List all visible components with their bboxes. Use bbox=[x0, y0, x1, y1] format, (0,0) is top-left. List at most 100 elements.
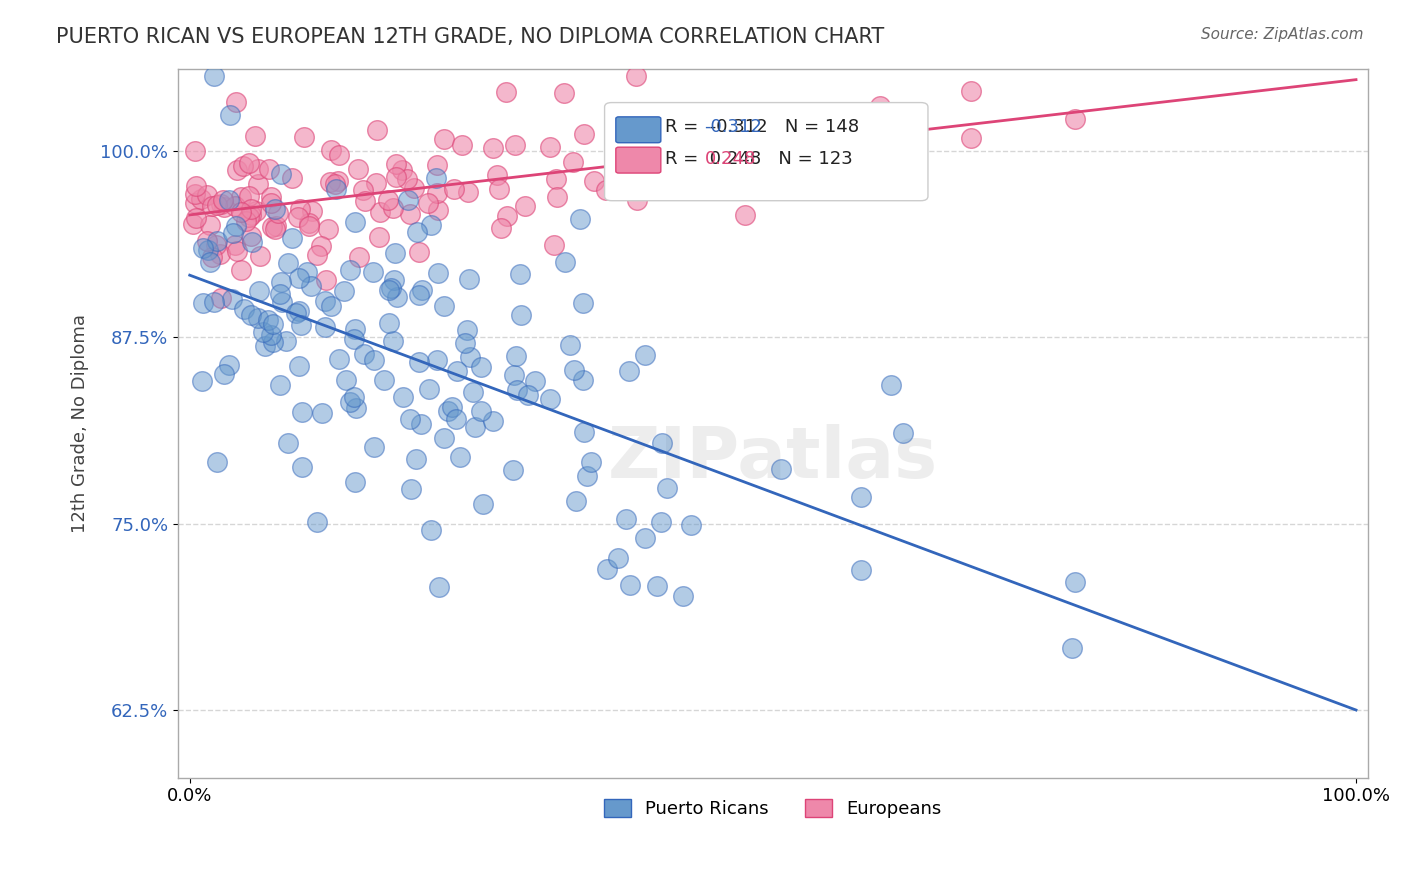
Puerto Ricans bbox=[651, 436, 673, 450]
Puerto Ricans bbox=[433, 299, 456, 313]
Puerto Ricans bbox=[454, 336, 477, 351]
Puerto Ricans bbox=[657, 482, 679, 496]
Puerto Ricans bbox=[270, 275, 292, 289]
Puerto Ricans bbox=[509, 267, 531, 281]
Puerto Ricans bbox=[456, 323, 478, 337]
Puerto Ricans bbox=[276, 334, 298, 348]
Puerto Ricans bbox=[391, 390, 413, 404]
Puerto Ricans bbox=[565, 494, 588, 508]
Puerto Ricans bbox=[197, 244, 219, 258]
Puerto Ricans bbox=[617, 364, 640, 378]
Europeans bbox=[538, 140, 561, 154]
Europeans bbox=[443, 182, 465, 196]
Puerto Ricans bbox=[311, 406, 333, 420]
Europeans bbox=[495, 85, 517, 99]
Europeans bbox=[318, 222, 340, 236]
Puerto Ricans bbox=[399, 412, 422, 426]
Europeans bbox=[367, 230, 389, 244]
Europeans bbox=[482, 141, 505, 155]
Puerto Ricans bbox=[212, 367, 235, 381]
Europeans bbox=[205, 237, 228, 252]
Puerto Ricans bbox=[849, 490, 872, 504]
Europeans bbox=[225, 95, 247, 109]
Puerto Ricans bbox=[572, 425, 595, 439]
Puerto Ricans bbox=[262, 317, 284, 331]
Puerto Ricans bbox=[343, 332, 366, 346]
Europeans bbox=[260, 196, 283, 211]
Europeans bbox=[225, 244, 247, 258]
Europeans bbox=[433, 132, 456, 146]
Europeans bbox=[281, 170, 304, 185]
Puerto Ricans bbox=[382, 273, 405, 287]
Puerto Ricans bbox=[307, 515, 329, 529]
Puerto Ricans bbox=[247, 284, 270, 298]
Europeans bbox=[259, 161, 281, 176]
Puerto Ricans bbox=[399, 482, 422, 496]
Puerto Ricans bbox=[463, 384, 485, 399]
Puerto Ricans bbox=[505, 349, 527, 363]
Europeans bbox=[301, 204, 323, 219]
Puerto Ricans bbox=[333, 284, 356, 298]
Europeans bbox=[544, 171, 567, 186]
Europeans bbox=[574, 127, 596, 141]
Europeans bbox=[1064, 112, 1087, 127]
Europeans bbox=[513, 199, 536, 213]
Puerto Ricans bbox=[288, 271, 311, 285]
Puerto Ricans bbox=[353, 346, 375, 360]
Puerto Ricans bbox=[481, 414, 503, 428]
Puerto Ricans bbox=[263, 202, 285, 216]
Europeans bbox=[792, 120, 814, 135]
Europeans bbox=[246, 162, 269, 177]
Puerto Ricans bbox=[335, 373, 357, 387]
Europeans bbox=[229, 263, 252, 277]
Europeans bbox=[209, 197, 232, 211]
Europeans bbox=[235, 214, 257, 228]
Puerto Ricans bbox=[233, 301, 256, 316]
Europeans bbox=[184, 211, 207, 225]
Europeans bbox=[184, 196, 207, 211]
Puerto Ricans bbox=[314, 294, 336, 309]
Europeans bbox=[364, 176, 387, 190]
Puerto Ricans bbox=[218, 359, 240, 373]
Puerto Ricans bbox=[328, 351, 350, 366]
Puerto Ricans bbox=[1060, 640, 1083, 655]
Europeans bbox=[231, 190, 253, 204]
Europeans bbox=[666, 114, 689, 128]
Europeans bbox=[546, 190, 568, 204]
Europeans bbox=[319, 175, 342, 189]
Puerto Ricans bbox=[270, 167, 292, 181]
Puerto Ricans bbox=[291, 459, 314, 474]
Europeans bbox=[307, 248, 329, 262]
Puerto Ricans bbox=[339, 262, 361, 277]
Puerto Ricans bbox=[411, 284, 433, 298]
Puerto Ricans bbox=[246, 311, 269, 326]
Puerto Ricans bbox=[634, 531, 657, 545]
Puerto Ricans bbox=[205, 455, 228, 469]
Puerto Ricans bbox=[510, 308, 533, 322]
Puerto Ricans bbox=[606, 550, 628, 565]
Europeans bbox=[734, 208, 756, 222]
Text: Source: ZipAtlas.com: Source: ZipAtlas.com bbox=[1201, 27, 1364, 42]
Puerto Ricans bbox=[569, 212, 592, 227]
Europeans bbox=[960, 84, 983, 98]
Europeans bbox=[245, 204, 267, 219]
Puerto Ricans bbox=[269, 378, 291, 392]
Puerto Ricans bbox=[560, 337, 582, 351]
Puerto Ricans bbox=[420, 218, 443, 232]
Puerto Ricans bbox=[378, 283, 401, 297]
Europeans bbox=[249, 250, 271, 264]
Puerto Ricans bbox=[645, 579, 668, 593]
Puerto Ricans bbox=[219, 108, 242, 122]
Puerto Ricans bbox=[385, 290, 408, 304]
Puerto Ricans bbox=[470, 403, 492, 417]
Europeans bbox=[231, 159, 253, 173]
Puerto Ricans bbox=[277, 436, 299, 450]
Europeans bbox=[195, 187, 218, 202]
Puerto Ricans bbox=[288, 304, 311, 318]
Puerto Ricans bbox=[343, 475, 366, 489]
Europeans bbox=[648, 142, 671, 156]
Europeans bbox=[582, 174, 605, 188]
Puerto Ricans bbox=[339, 394, 361, 409]
Europeans bbox=[377, 193, 399, 207]
Puerto Ricans bbox=[579, 455, 602, 469]
